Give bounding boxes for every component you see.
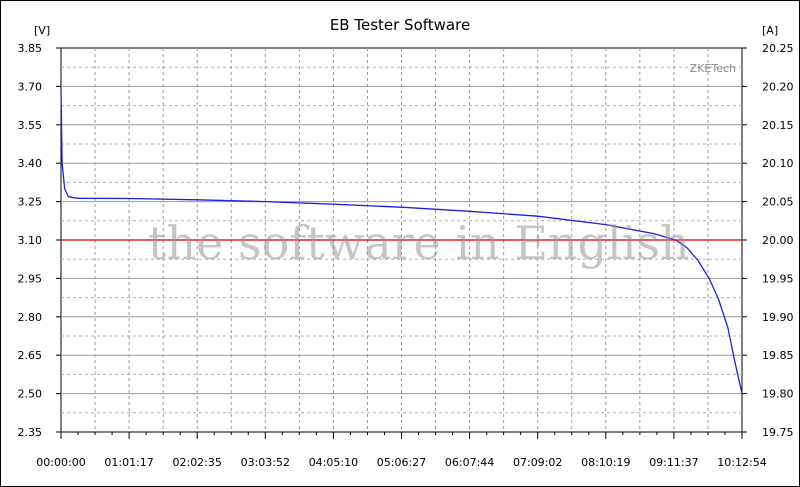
x-tick-label: 06:07:44 [445, 456, 494, 469]
y-right-tick-label: 20.00 [762, 234, 794, 247]
x-tick-label: 00:00:00 [36, 456, 85, 469]
y-left-tick-label: 3.25 [18, 196, 43, 209]
y-right-tick-label: 20.10 [762, 157, 794, 170]
voltage-series-line [60, 88, 743, 394]
axis-ticks [56, 47, 747, 439]
y-left-tick-label: 3.85 [18, 42, 43, 55]
tick-labels: 3.85 20.25 3.70 20.20 3.55 20.15 3.40 20.10 3.25… [18, 42, 794, 469]
left-axis-unit: [V] [34, 24, 51, 37]
y-right-tick-label: 20.20 [762, 80, 794, 93]
x-tick-label: 09:11:37 [649, 456, 698, 469]
y-left-tick-label: 3.40 [18, 157, 43, 170]
y-right-tick-label: 19.75 [762, 426, 794, 439]
x-tick-label: 07:09:02 [513, 456, 562, 469]
x-tick-label: 10:12:54 [717, 456, 766, 469]
x-tick-label: 05:06:27 [377, 456, 426, 469]
y-left-tick-label: 2.50 [18, 388, 43, 401]
x-tick-label: 01:01:17 [104, 456, 153, 469]
y-right-tick-label: 19.95 [762, 272, 794, 285]
x-tick-label: 03:03:52 [241, 456, 290, 469]
y-right-tick-label: 20.25 [762, 42, 794, 55]
y-left-tick-label: 3.70 [18, 80, 43, 93]
chart-title: EB Tester Software [329, 16, 471, 34]
x-tick-label: 08:10:19 [581, 456, 630, 469]
y-right-tick-label: 20.05 [762, 196, 794, 209]
y-left-tick-label: 2.95 [18, 272, 43, 285]
y-right-tick-label: 19.80 [762, 388, 794, 401]
y-right-tick-label: 20.15 [762, 119, 794, 132]
x-tick-label: 02:02:35 [172, 456, 221, 469]
y-left-tick-label: 3.55 [18, 119, 43, 132]
y-right-tick-label: 19.90 [762, 311, 794, 324]
series-group [60, 88, 743, 394]
brand-label: ZKETech [690, 62, 736, 75]
x-tick-label: 04:05:10 [309, 456, 358, 469]
right-axis-unit: [A] [762, 24, 779, 37]
y-right-tick-label: 19.85 [762, 349, 794, 362]
watermark-text: the software in English [148, 216, 690, 270]
y-left-tick-label: 2.65 [18, 349, 43, 362]
y-left-tick-label: 3.10 [18, 234, 43, 247]
y-left-tick-label: 2.80 [18, 311, 43, 324]
y-left-tick-label: 2.35 [18, 426, 43, 439]
